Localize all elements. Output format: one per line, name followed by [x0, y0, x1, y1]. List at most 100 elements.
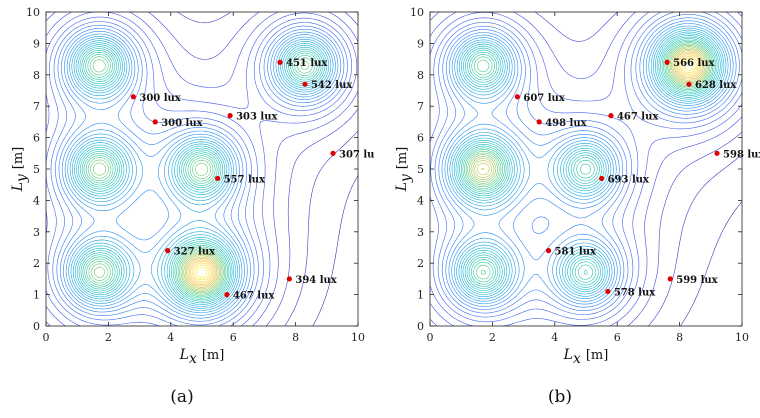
contour-line — [472, 47, 707, 180]
x-axis-label: Lx [m] — [563, 347, 609, 367]
y-tick-label: 9 — [33, 37, 40, 50]
y-tick-label: 6 — [417, 132, 424, 145]
x-tick-label: 8 — [292, 331, 299, 344]
contour-line — [676, 52, 702, 78]
measurement-point — [165, 248, 171, 254]
contour-line — [61, 31, 339, 319]
contour-line — [76, 44, 326, 305]
measurement-point — [286, 276, 292, 282]
x-tick-label: 8 — [676, 331, 683, 344]
contour-line — [72, 40, 330, 309]
contour-line — [430, 12, 742, 323]
chart-panel-a: 0 2 4 6 8 10 0 1 2 3 4 5 6 7 8 9 10 Lx [m] Ly [m] 451 lux 542 … — [10, 6, 374, 407]
y-tick-label: 1 — [33, 289, 40, 302]
x-tick-label: 10 — [351, 331, 365, 344]
x-tick-label: 0 — [43, 331, 50, 344]
y-tick-label: 4 — [33, 194, 40, 207]
measurement-point — [608, 113, 614, 119]
y-tick-label: 3 — [417, 226, 424, 239]
measurement-point — [227, 113, 233, 119]
contour-line — [467, 43, 711, 275]
y-tick-label: 0 — [33, 320, 40, 333]
contour-line — [64, 33, 336, 316]
contour-line — [190, 261, 213, 284]
contour-line — [438, 17, 737, 310]
x-axis-unit: [m] — [202, 348, 224, 363]
y-axis-subscript: y — [398, 173, 414, 183]
contour-line — [465, 42, 712, 280]
y-tick-label: 7 — [33, 100, 40, 113]
measurement-label: 578 lux — [614, 287, 656, 298]
y-tick-label: 4 — [417, 194, 424, 207]
contour-line — [67, 36, 334, 314]
y-tick-label: 5 — [33, 163, 40, 176]
contour-line — [680, 201, 742, 326]
contour-line — [79, 48, 322, 302]
contour-line — [69, 38, 332, 311]
y-axis-label: Ly [m] — [394, 147, 414, 192]
contour-line — [312, 175, 358, 326]
measurement-label: 394 lux — [295, 275, 337, 286]
measurement-label: 303 lux — [236, 112, 278, 123]
measurement-point — [536, 119, 542, 125]
measurement-point — [215, 175, 221, 182]
measurement-label: 628 lux — [695, 80, 737, 91]
y-tick-label: 3 — [33, 226, 40, 239]
measurement-label: 451 lux — [286, 58, 328, 69]
measurement-label: 542 lux — [311, 80, 353, 91]
y-tick-label: 10 — [26, 6, 40, 19]
contour-line — [74, 42, 328, 307]
y-tick-label: 6 — [33, 132, 40, 145]
contour-line — [464, 41, 714, 283]
y-tick-label: 1 — [417, 289, 424, 302]
measurement-label: 300 lux — [139, 93, 181, 104]
measurement-point — [686, 81, 692, 87]
measurement-label: 566 lux — [673, 58, 715, 69]
y-tick-label: 8 — [33, 69, 40, 82]
contour-line — [460, 38, 716, 287]
measurement-label: 327 lux — [174, 247, 216, 258]
contour-line — [444, 23, 731, 305]
measurement-point — [599, 175, 605, 182]
measurement-point — [667, 276, 673, 282]
measurement-point — [545, 248, 552, 254]
contour-line — [470, 46, 708, 182]
contour-line — [447, 25, 729, 302]
contour-line — [90, 59, 310, 295]
contour-line — [474, 48, 706, 178]
contour-line — [189, 259, 215, 286]
panel-caption: (a) — [170, 387, 193, 407]
measurement-label: 599 lux — [676, 275, 718, 286]
measurement-point — [152, 119, 158, 125]
contour-line — [462, 39, 715, 285]
contour-line — [186, 256, 218, 288]
contour-line — [55, 24, 345, 326]
contour-line — [187, 258, 216, 287]
y-axis-symbol: L — [10, 182, 26, 192]
contour-line — [441, 20, 734, 307]
measurement-point — [514, 94, 520, 100]
y-tick-label: 8 — [417, 69, 424, 82]
x-axis-label: Lx [m] — [179, 347, 225, 367]
x-tick-label: 10 — [735, 331, 749, 344]
contour-line — [81, 50, 320, 301]
x-tick-label: 4 — [551, 331, 558, 344]
contour-line — [677, 54, 700, 77]
measurement-point — [330, 150, 336, 156]
contour-line — [194, 264, 210, 281]
x-tick-label: 2 — [489, 331, 496, 344]
y-axis-unit: [m] — [11, 147, 26, 169]
contour-line — [453, 31, 723, 295]
contour-line — [449, 27, 727, 300]
contour-line — [459, 36, 718, 289]
contour-line — [683, 60, 695, 71]
y-axis-label: Ly [m] — [10, 147, 30, 192]
contour-line — [430, 12, 742, 318]
measurement-point — [130, 94, 136, 100]
measurement-point — [302, 81, 308, 87]
y-axis-unit: [m] — [395, 147, 410, 169]
x-axis-unit: [m] — [586, 348, 608, 363]
contour-line — [85, 54, 316, 298]
contour-line — [430, 12, 742, 326]
